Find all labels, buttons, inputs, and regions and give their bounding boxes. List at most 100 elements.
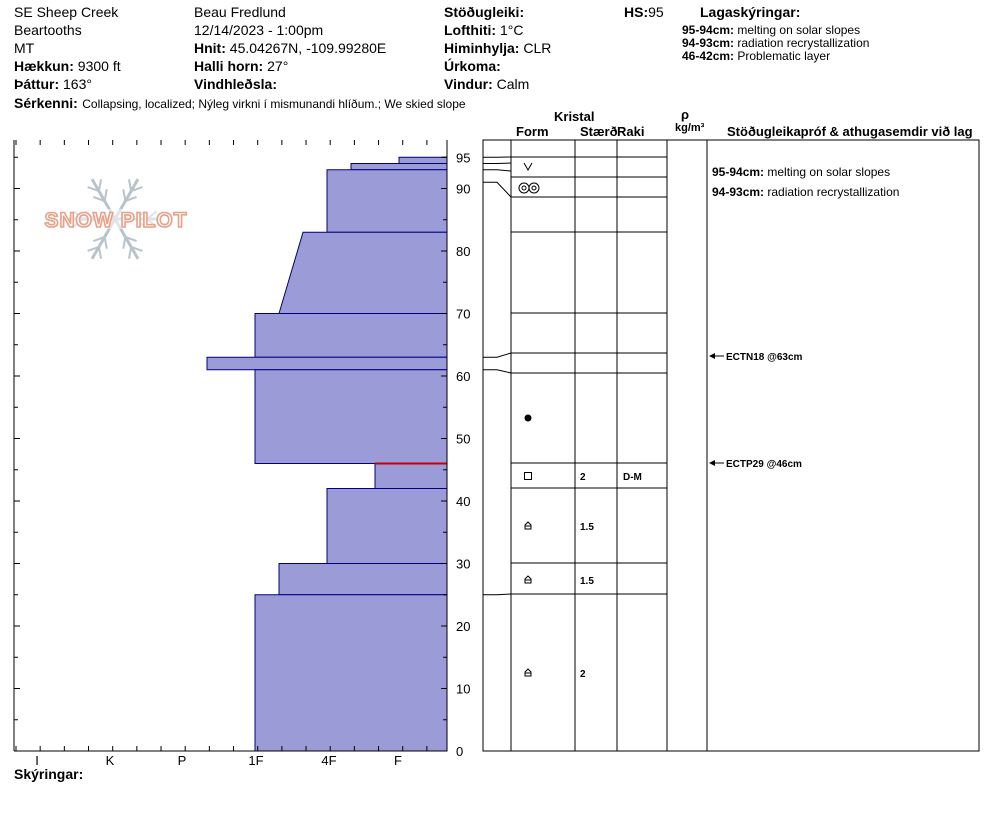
- crystal-symbol: [524, 575, 532, 584]
- hardness-layer: [326, 488, 448, 564]
- logo-flake-branch: [125, 235, 137, 242]
- logo-flake-branch: [128, 179, 133, 192]
- depth-tick-label: 50: [456, 432, 470, 447]
- crystal-symbol: [523, 162, 533, 172]
- crystal-moisture: D-M: [623, 472, 642, 483]
- hardness-layer: [398, 156, 448, 164]
- logo-text: SNOW PILOT: [45, 209, 188, 232]
- layer-comment-text: melting on solar slopes: [767, 165, 890, 179]
- moisture-header: Raki: [617, 124, 645, 139]
- depth-tick-label: 95: [456, 150, 470, 165]
- layer-note: 46-42cm: Problematic layer: [682, 50, 830, 62]
- depth-connector: [483, 169, 512, 172]
- crystal-table: [482, 139, 980, 752]
- size-header: Stærð: [580, 124, 618, 139]
- stability-label: Stöðugleiki:: [444, 4, 525, 20]
- notes-label: Skýringar:: [14, 766, 84, 782]
- depth-tick-label: 30: [456, 557, 470, 572]
- aspect-value: 163°: [63, 76, 92, 92]
- stability-tests: 95-94cm: melting on solar slopes 94-93cm:…: [709, 165, 899, 470]
- crystal-symbol: [528, 182, 540, 194]
- layer-note-text: radiation recrystallization: [737, 36, 870, 50]
- hardness-layer: [254, 313, 448, 358]
- features-label: Sérkenni:: [14, 95, 78, 111]
- precip-row: Úrkoma:: [444, 59, 501, 73]
- hardness-tick-label: 1F: [248, 753, 263, 768]
- layer-comment-range: 95-94cm:: [712, 165, 767, 179]
- logo-flake-branch: [93, 196, 105, 203]
- stability-row: Stöðugleiki:: [444, 5, 524, 19]
- hardness-tick-label: I: [35, 753, 39, 768]
- logo-flake-branch: [97, 246, 102, 259]
- hardness-layer: [254, 594, 448, 752]
- observation-datetime: 12/14/2023 - 1:00pm: [194, 22, 324, 38]
- depth-tick-label: 40: [456, 494, 470, 509]
- logo-band: [40, 209, 192, 229]
- sky-label: Himinhylja:: [444, 40, 520, 56]
- sky-row: Himinhylja: CLR: [444, 41, 551, 55]
- slope-row: Halli horn: 27°: [194, 59, 288, 73]
- layer-note-range: 46-42cm:: [682, 49, 735, 63]
- state-name: MT: [14, 40, 35, 56]
- precip-label: Úrkoma:: [444, 58, 501, 74]
- layer-comment: 95-94cm: melting on solar slopes: [712, 165, 890, 179]
- crystal-symbol: [524, 472, 532, 480]
- logo-flake-branch: [103, 236, 108, 249]
- crystal-symbols: 2 D-M 1.5 1.5 2: [518, 162, 642, 680]
- wind-value: Calm: [496, 76, 530, 92]
- logo-flake-branch: [122, 236, 127, 249]
- hs-label: HS:: [624, 4, 649, 20]
- hardness-tick-label: K: [106, 753, 115, 768]
- crystal-symbol: [524, 521, 532, 530]
- crystal-symbol: [518, 182, 530, 194]
- depth-tick-label: 20: [456, 619, 470, 634]
- features-value: Collapsing, localized; Nýleg virkni í mi…: [82, 97, 466, 111]
- depth-connector: [483, 162, 512, 164]
- sky-value: CLR: [523, 40, 552, 56]
- elevation-value: 9300 ft: [77, 58, 121, 74]
- hardness-layer: [206, 356, 448, 371]
- rho-header: ρ: [681, 107, 690, 122]
- crystal-size: 1.5: [580, 576, 594, 587]
- logo-flake-branch: [130, 245, 143, 252]
- depth-connector: [483, 181, 512, 198]
- density-unit-header: kg/m³: [675, 122, 705, 134]
- logo-flake-branch: [122, 189, 127, 202]
- hardness-tick-label: F: [394, 753, 402, 768]
- range-name: Beartooths: [14, 22, 82, 38]
- hardness-layer: [278, 231, 448, 314]
- hs-row: HS:95: [624, 5, 664, 19]
- logo-flake-branch: [93, 235, 105, 242]
- layer-notes-title: Lagaskýringar:: [700, 4, 801, 20]
- coords-label: Hnit:: [194, 40, 226, 56]
- logo-flake-branch: [97, 179, 102, 192]
- layer-note-range: 94-93cm:: [682, 36, 735, 50]
- logo-flake-branch: [87, 245, 100, 252]
- air-temp-row: Lofthiti: 1°C: [444, 23, 523, 37]
- hardness-axis: I K P 1F 4F F: [15, 746, 428, 768]
- coords-row: Hnit: 45.04267N, -109.99280E: [194, 41, 386, 55]
- depth-axis: 0 10 20 30 40 50 60 70 80 90 95: [441, 150, 470, 759]
- crystal-symbol: [524, 414, 532, 422]
- crystal-header: Kristal: [554, 109, 595, 124]
- logo-flake-branch: [125, 196, 137, 203]
- layer-comment-text: radiation recrystallization: [767, 185, 899, 199]
- table-border: [482, 139, 980, 752]
- depth-tick-label: 0: [456, 744, 463, 759]
- air-temp-label: Lofthiti:: [444, 22, 497, 38]
- form-header: Form: [516, 124, 549, 139]
- stability-test-label: ECTN18 @63cm: [726, 352, 803, 363]
- tests-header: Stöðugleikapróf & athugasemdir við lag: [727, 124, 973, 139]
- air-temp-value: 1°C: [499, 22, 524, 38]
- layer-comment: 94-93cm: radiation recrystallization: [712, 185, 899, 199]
- logo-flake-branch: [103, 189, 108, 202]
- crystal-size: 2: [580, 669, 586, 680]
- crystal-symbol: [521, 185, 527, 191]
- depth-tick-label: 90: [456, 182, 470, 197]
- observer-name: Beau Fredlund: [194, 4, 286, 20]
- chart-frame: [13, 140, 448, 752]
- hs-value: 95: [648, 4, 664, 20]
- depth-connector: [483, 352, 512, 358]
- hardness-layer: [254, 369, 448, 464]
- wind-label: Vindur:: [444, 76, 493, 92]
